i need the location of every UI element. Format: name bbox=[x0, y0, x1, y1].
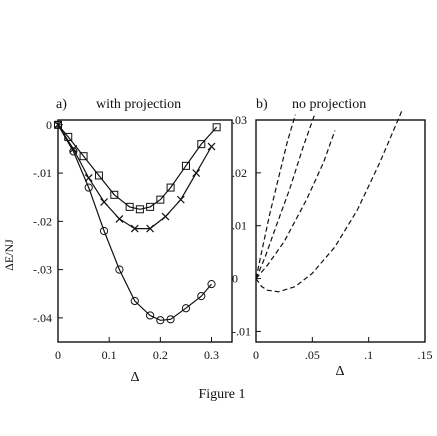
x-tick-label: .15 bbox=[418, 348, 433, 362]
x-tick-label: .1 bbox=[364, 348, 373, 362]
data-point-circle bbox=[207, 279, 216, 289]
panel-a: a) with projection Δ 0 0.1 0.2 0.3 0 -.01 -.02… bbox=[33, 97, 233, 385]
data-point-square bbox=[146, 202, 155, 211]
panel-frame bbox=[255, 119, 426, 343]
x-tick-label: 0.1 bbox=[102, 348, 117, 362]
x-tick-label: 0.3 bbox=[204, 348, 219, 362]
series-line-3 bbox=[255, 130, 336, 279]
data-point-cross bbox=[100, 198, 108, 206]
data-point-cross bbox=[146, 224, 155, 233]
panel-a-title: with projection bbox=[96, 97, 181, 112]
y-tick-label: .03 bbox=[232, 113, 247, 127]
data-point-cross bbox=[192, 169, 201, 178]
series-line-1 bbox=[57, 124, 218, 210]
data-point-square bbox=[166, 183, 175, 192]
x-tick-label: 0 bbox=[253, 348, 259, 362]
y-tick-label: -.02 bbox=[33, 214, 52, 228]
panel-b: b) no projection Δ 0.05.1.15.03.02.010-.… bbox=[232, 97, 433, 379]
panel-b-title: no projection bbox=[292, 97, 366, 112]
data-point-circle bbox=[69, 147, 78, 156]
data-point-square bbox=[181, 161, 190, 170]
y-tick-label: -.01 bbox=[33, 166, 52, 180]
series-line-2 bbox=[57, 124, 213, 230]
data-point-circle bbox=[53, 120, 63, 129]
y-tick-label: -.03 bbox=[33, 263, 52, 277]
y-tick-label: -.04 bbox=[33, 311, 52, 325]
data-point-cross bbox=[115, 215, 124, 223]
data-point-square bbox=[94, 171, 103, 180]
data-point-circle bbox=[130, 296, 139, 306]
data-point-circle bbox=[115, 265, 124, 274]
data-point-circle bbox=[99, 226, 109, 236]
data-point-circle bbox=[166, 315, 175, 324]
panel-a-label: a) bbox=[56, 97, 67, 112]
panel-frame bbox=[57, 119, 233, 343]
y-tick-label: 0 bbox=[46, 118, 52, 132]
data-point-circle bbox=[181, 304, 191, 313]
y-axis-label: ΔE/NJ bbox=[2, 239, 16, 271]
data-point-square bbox=[156, 195, 165, 204]
y-tick-label: .01 bbox=[232, 219, 247, 233]
data-point-square bbox=[110, 190, 119, 199]
panel-b-label: b) bbox=[256, 97, 268, 112]
y-tick-label: .02 bbox=[232, 166, 247, 180]
figure-caption: Figure 1 bbox=[198, 387, 245, 402]
x-tick-label: .05 bbox=[305, 348, 320, 362]
series-line-1 bbox=[255, 114, 296, 279]
data-point-cross bbox=[176, 195, 185, 204]
data-point-square bbox=[135, 205, 144, 214]
x-tick-label: 0.2 bbox=[153, 348, 168, 362]
data-point-square bbox=[79, 152, 88, 161]
data-point-cross bbox=[161, 212, 170, 221]
x-tick-label: 0 bbox=[55, 348, 61, 362]
data-point-circle bbox=[146, 311, 155, 320]
series-line-3 bbox=[57, 124, 212, 321]
series-line-4 bbox=[255, 109, 404, 293]
data-point-cross bbox=[84, 173, 93, 182]
data-point-square bbox=[125, 202, 134, 211]
panel-b-x-axis-label: Δ bbox=[335, 364, 344, 379]
data-point-square bbox=[212, 123, 221, 132]
data-point-cross bbox=[130, 224, 139, 233]
data-point-circle bbox=[84, 183, 93, 192]
series-line-2 bbox=[255, 114, 316, 279]
y-tick-label: -.01 bbox=[232, 324, 251, 338]
panel-a-x-axis-label: Δ bbox=[130, 370, 139, 385]
data-point-square bbox=[197, 140, 206, 149]
y-tick-label: 0 bbox=[232, 272, 238, 286]
data-point-circle bbox=[197, 292, 206, 301]
data-point-cross bbox=[207, 142, 216, 151]
data-point-circle bbox=[156, 316, 165, 325]
